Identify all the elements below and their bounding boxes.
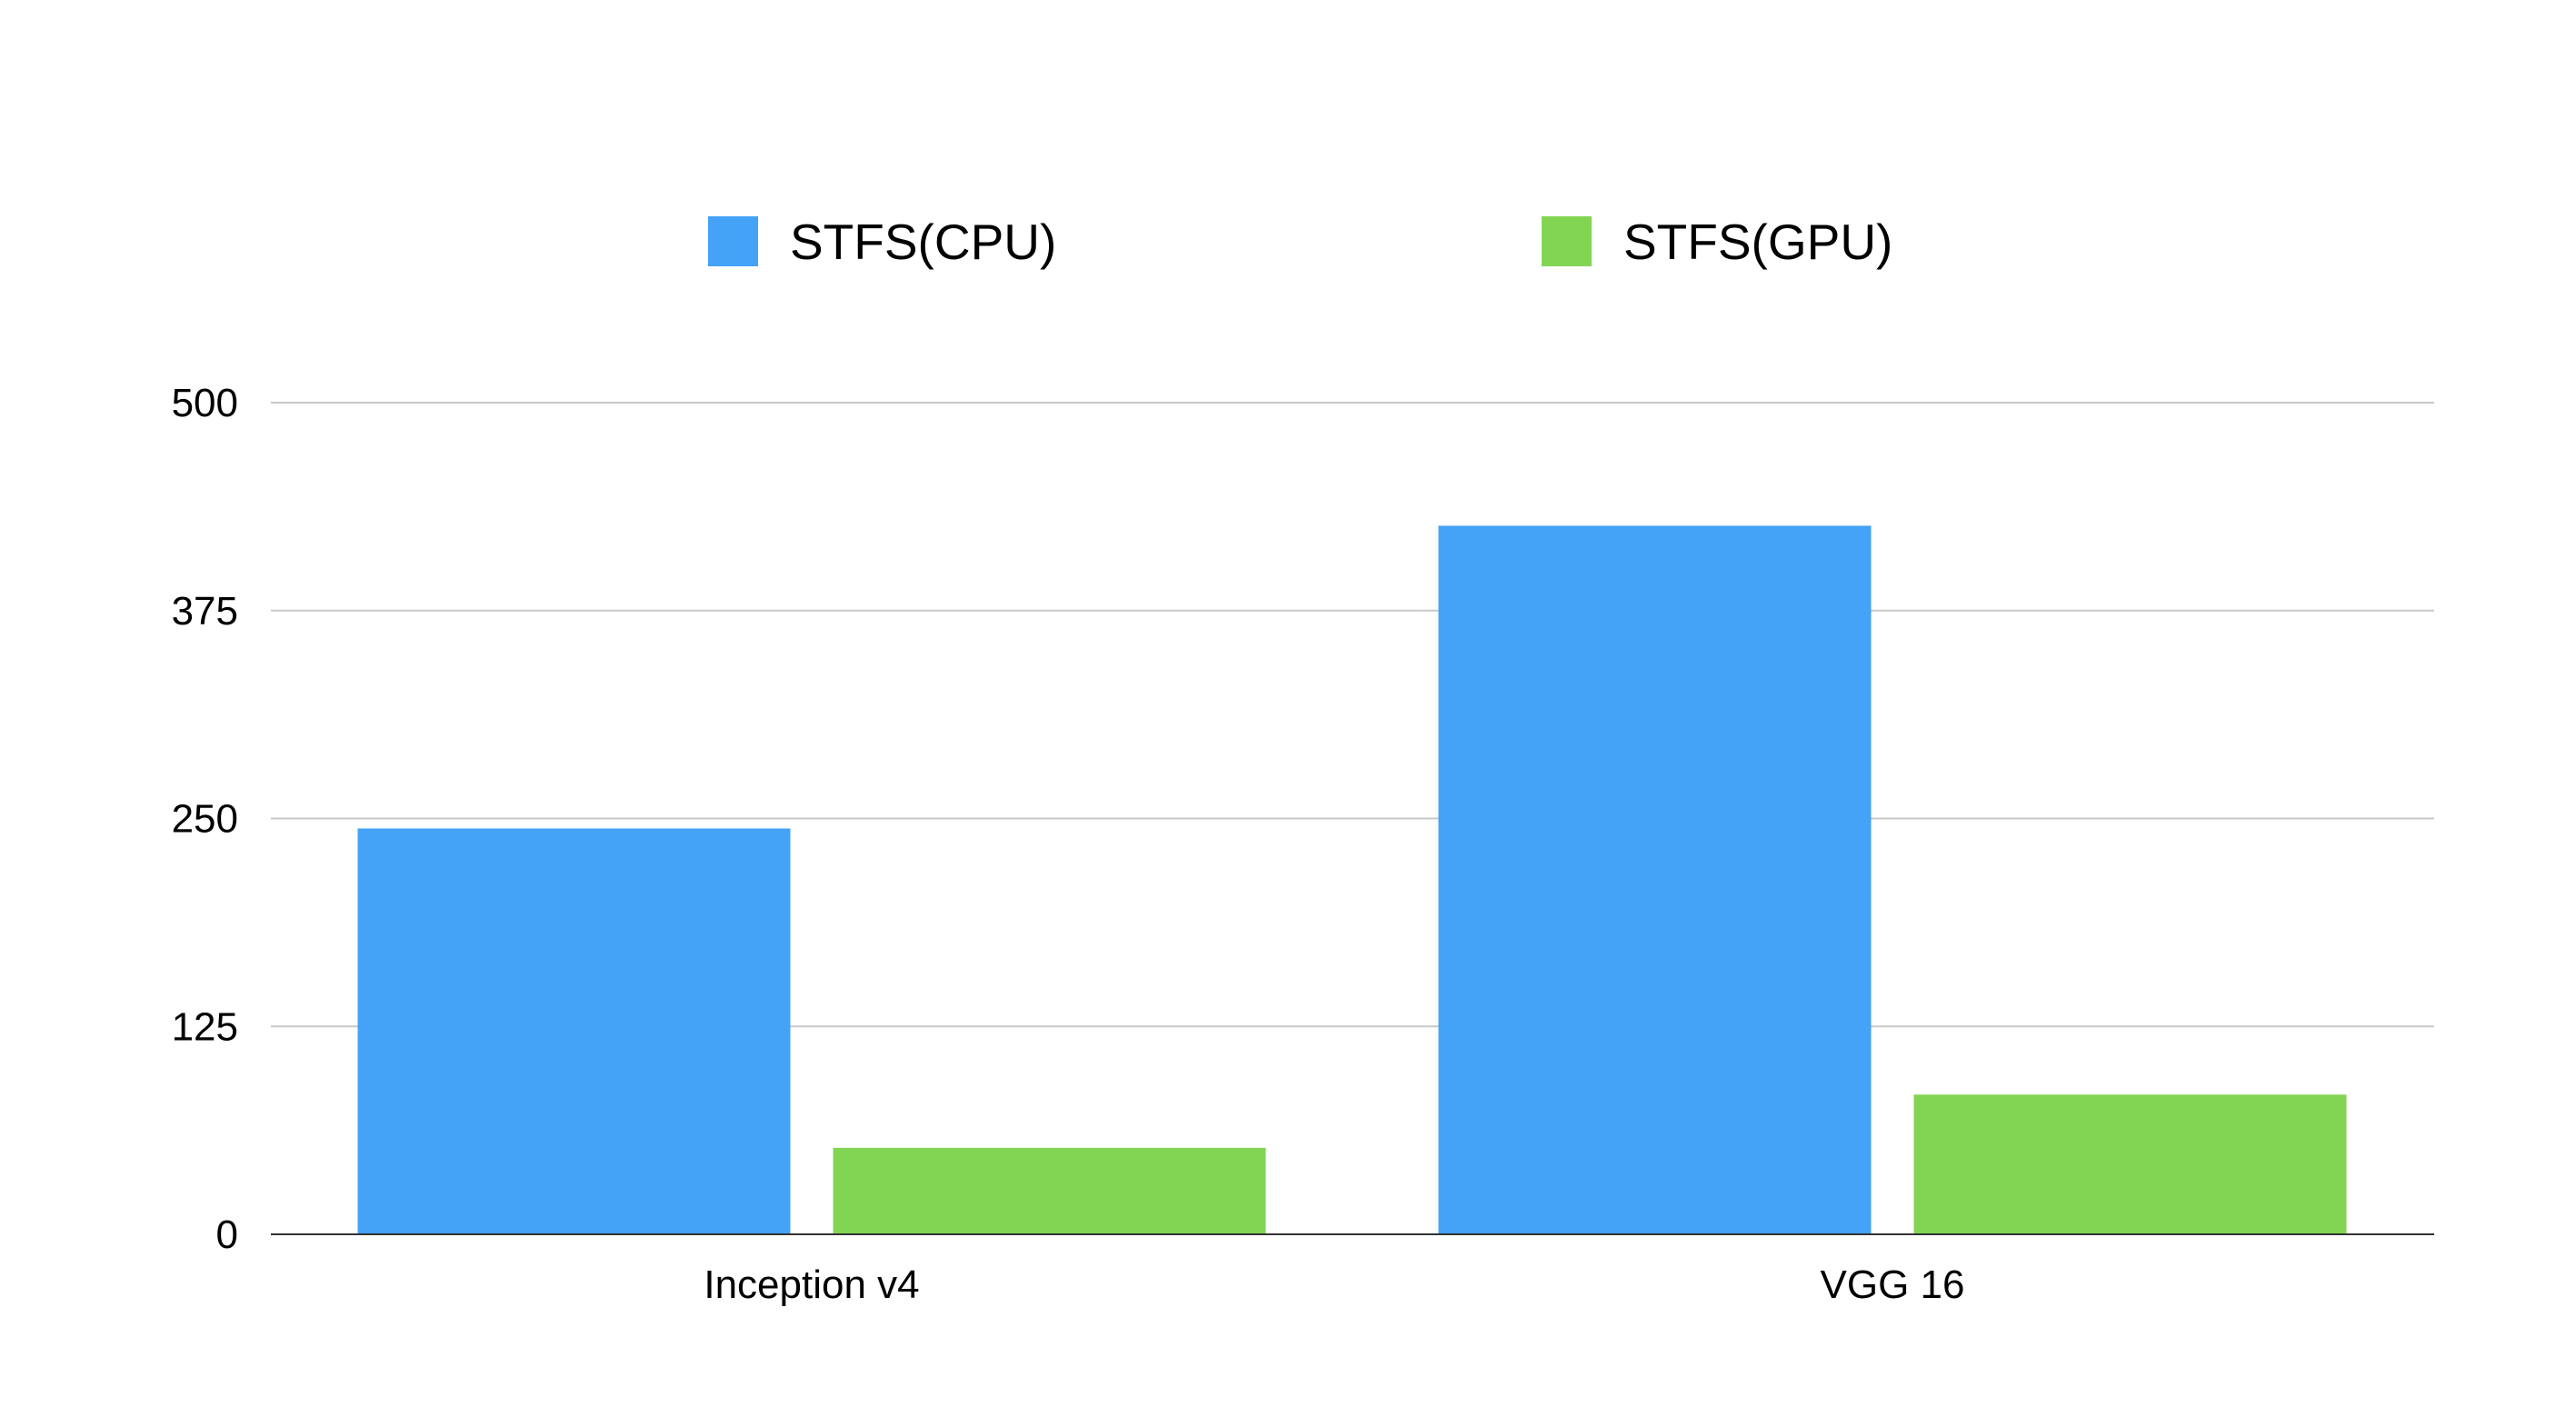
legend-label-gpu: STFS(GPU) (1623, 214, 1892, 270)
y-axis-tick-labels: 0 125 250 375 500 (172, 381, 238, 1257)
legend: STFS(CPU) STFS(GPU) (708, 214, 1892, 270)
gridlines (271, 402, 2434, 1028)
y-tick-label: 375 (172, 589, 238, 634)
bar-cpu-vgg-16 (1438, 525, 1872, 1234)
legend-swatch-cpu (708, 216, 758, 266)
legend-label-cpu: STFS(CPU) (790, 214, 1056, 270)
bar-cpu-inception-v4 (357, 828, 791, 1234)
x-axis-category-labels: Inception v4 VGG 16 (704, 1262, 1964, 1307)
legend-swatch-gpu (1542, 216, 1592, 266)
y-tick-label: 0 (216, 1212, 238, 1257)
bars (357, 525, 2347, 1234)
x-category-label: Inception v4 (704, 1262, 919, 1307)
bar-gpu-vgg-16 (1913, 1094, 2347, 1234)
y-tick-label: 500 (172, 381, 238, 425)
x-category-label: VGG 16 (1821, 1262, 1965, 1307)
y-tick-label: 125 (172, 1004, 238, 1049)
bar-gpu-inception-v4 (833, 1147, 1266, 1234)
y-tick-label: 250 (172, 797, 238, 842)
